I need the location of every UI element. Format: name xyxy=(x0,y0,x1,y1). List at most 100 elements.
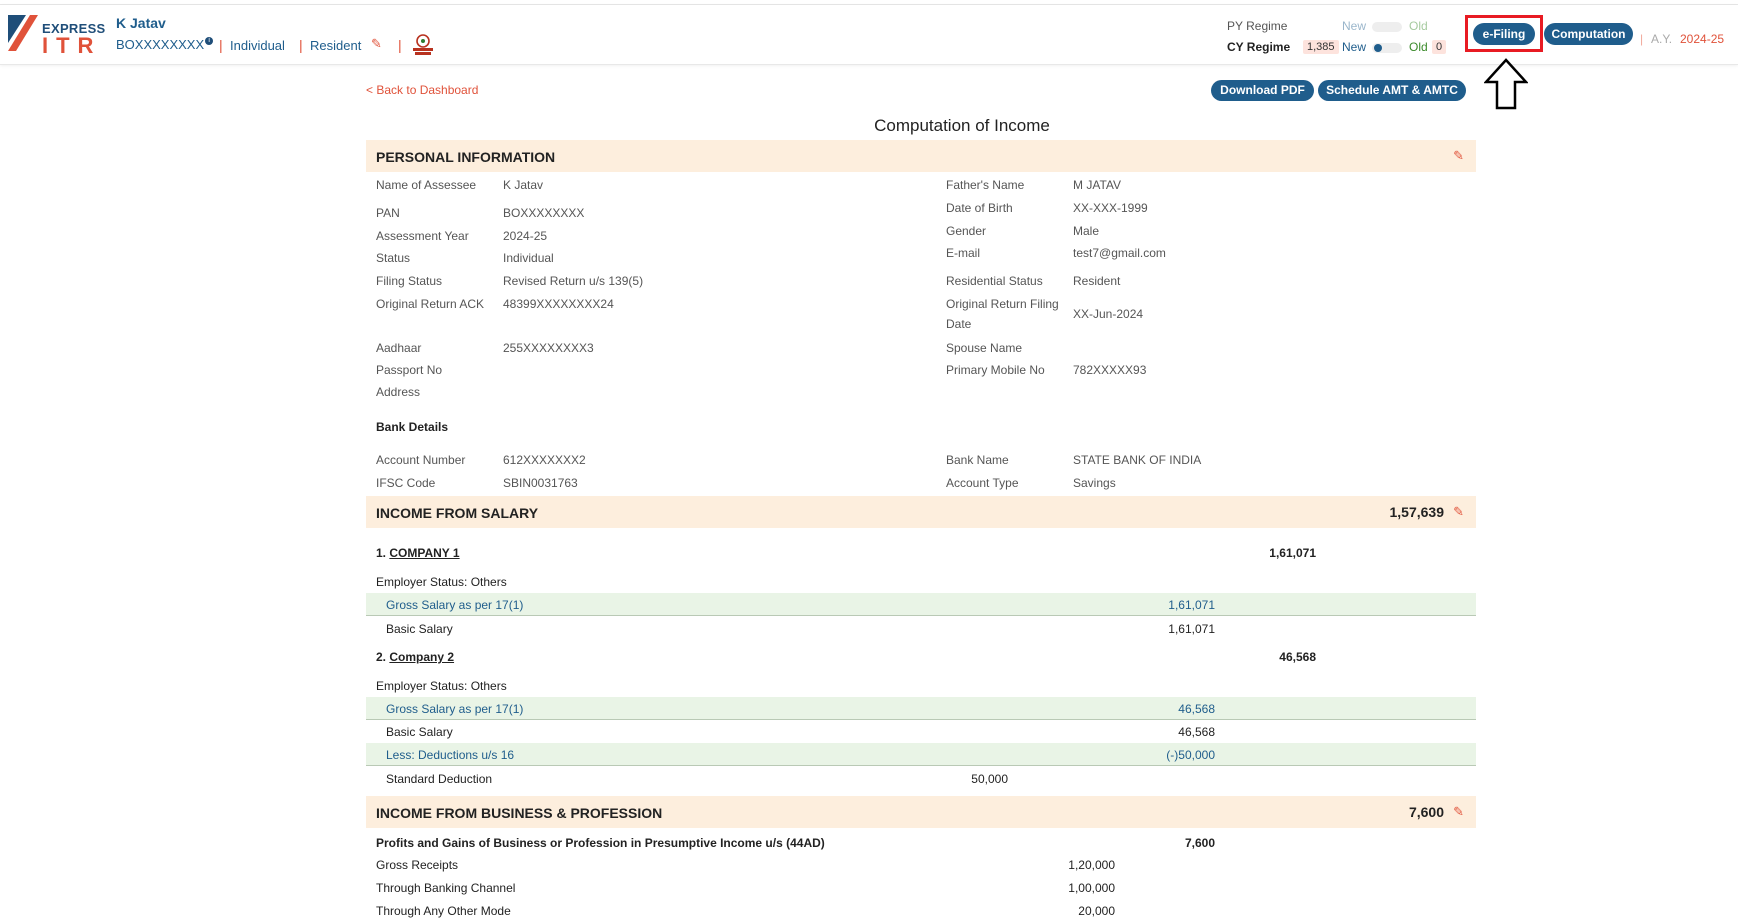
field-label: Account Number xyxy=(376,453,466,467)
status-label: Individual xyxy=(230,38,285,53)
edit-personal-icon[interactable]: ✎ xyxy=(1453,148,1464,163)
field-label: Account Type xyxy=(946,476,1019,490)
field-value: SBIN0031763 xyxy=(503,476,578,490)
field-value: XX-Jun-2024 xyxy=(1073,307,1144,321)
standard-deduction-label: Standard Deduction xyxy=(386,772,493,786)
gross-salary-label: Gross Salary as per 17(1) xyxy=(386,702,524,716)
field-value: BOXXXXXXXX xyxy=(503,206,585,220)
company-prefix: 1. xyxy=(376,546,387,560)
field-label: Filing Status xyxy=(376,274,443,288)
e-filing-button[interactable]: e-Filing xyxy=(1473,23,1535,45)
field-label: E-mail xyxy=(946,246,981,260)
personal-info-header: PERSONAL INFORMATION ✎ xyxy=(366,140,1476,172)
company-row: 1. COMPANY 1 xyxy=(376,546,460,560)
cy-regime-label: CY Regime xyxy=(1227,40,1291,54)
basic-salary-value: 46,568 xyxy=(1178,725,1215,739)
app-header: EXPRESS ITR K Jatav BOXXXXXXXX i | Indivi… xyxy=(0,5,1738,65)
field-value: M JATAV xyxy=(1073,178,1121,192)
salary-total: 1,57,639 xyxy=(1389,504,1445,520)
py-regime-toggle[interactable] xyxy=(1372,22,1402,32)
basic-salary-label: Basic Salary xyxy=(386,622,453,636)
field-value: Resident xyxy=(1073,274,1121,288)
logo-text-itr: ITR xyxy=(42,33,102,58)
section-title: INCOME FROM BUSINESS & PROFESSION xyxy=(376,805,663,821)
ay-label: A.Y. xyxy=(1651,32,1673,46)
section-title: INCOME FROM SALARY xyxy=(376,505,539,521)
cy-old-label: Old xyxy=(1409,40,1428,54)
field-value: 612XXXXXXX2 xyxy=(503,453,586,467)
field-value: 48399XXXXXXXX24 xyxy=(503,297,614,311)
cy-new-label: New xyxy=(1342,40,1367,54)
cy-regime-toggle[interactable] xyxy=(1372,43,1402,53)
ay-value[interactable]: 2024-25 xyxy=(1680,32,1725,46)
deductions-label: Less: Deductions u/s 16 xyxy=(386,748,515,762)
basic-salary-label: Basic Salary xyxy=(386,725,453,739)
gross-receipts-value: 1,20,000 xyxy=(1068,858,1115,872)
edit-salary-icon[interactable]: ✎ xyxy=(1453,504,1464,519)
user-pan: BOXXXXXXXX i xyxy=(116,37,214,52)
separator: | xyxy=(219,37,223,53)
bank-details-title: Bank Details xyxy=(376,420,449,434)
field-label: Spouse Name xyxy=(946,341,1023,355)
field-label: IFSC Code xyxy=(376,476,436,490)
page-title: Computation of Income xyxy=(874,116,1050,135)
gross-salary-value: 1,61,071 xyxy=(1168,598,1215,612)
company-2-link[interactable]: Company 2 xyxy=(389,650,455,664)
section-title: PERSONAL INFORMATION xyxy=(376,149,556,165)
schedule-amt-button[interactable]: Schedule AMT & AMTC xyxy=(1318,80,1466,101)
gross-salary-row: Gross Salary as per 17(1) 1,61,071 xyxy=(366,593,1476,616)
company-2-total: 46,568 xyxy=(1279,650,1316,664)
field-value: STATE BANK OF INDIA xyxy=(1073,453,1202,467)
field-value: Individual xyxy=(503,251,554,265)
top-border xyxy=(0,4,1738,5)
separator: | xyxy=(398,37,402,53)
py-regime-label: PY Regime xyxy=(1227,19,1288,33)
basic-salary-value: 1,61,071 xyxy=(1168,622,1215,636)
py-old-label: Old xyxy=(1409,19,1428,33)
residency-label: Resident xyxy=(310,38,362,53)
field-label: Gender xyxy=(946,224,987,238)
field-value: XX-XXX-1999 xyxy=(1073,201,1148,215)
toggle-knob xyxy=(1374,44,1382,52)
field-label: Passport No xyxy=(376,363,443,377)
edit-business-icon[interactable]: ✎ xyxy=(1453,804,1464,819)
field-label: Father's Name xyxy=(946,178,1025,192)
gross-receipts-label: Gross Receipts xyxy=(376,858,459,872)
field-label: Date of Birth xyxy=(946,201,1013,215)
logo-text-express: EXPRESS xyxy=(42,21,106,36)
field-label: Name of Assessee xyxy=(376,178,477,192)
field-value: K Jatav xyxy=(503,178,544,192)
employer-status: Employer Status: Others xyxy=(376,679,507,693)
express-itr-logo[interactable]: EXPRESS ITR xyxy=(8,15,105,58)
computation-button[interactable]: Computation xyxy=(1544,23,1633,45)
field-value: 2024-25 xyxy=(503,229,548,243)
field-label: Status xyxy=(376,251,411,265)
presumptive-value: 7,600 xyxy=(1184,836,1215,850)
presumptive-label: Profits and Gains of Business or Profess… xyxy=(376,836,825,850)
field-label-cont: Date xyxy=(946,317,972,331)
income-tax-emblem-icon[interactable] xyxy=(410,33,436,57)
field-label: Assessment Year xyxy=(376,229,469,243)
field-label: Original Return ACK xyxy=(376,297,485,311)
download-pdf-button[interactable]: Download PDF xyxy=(1211,80,1314,101)
logo-mark-icon xyxy=(8,15,38,51)
field-value: Revised Return u/s 139(5) xyxy=(503,274,644,288)
cy-old-amount-badge: 0 xyxy=(1432,40,1447,54)
py-new-label: New xyxy=(1342,19,1367,33)
field-label: Address xyxy=(376,385,421,399)
field-label: Primary Mobile No xyxy=(946,363,1045,377)
gross-salary-row: Gross Salary as per 17(1) 46,568 xyxy=(366,697,1476,720)
edit-profile-icon[interactable]: ✎ xyxy=(371,36,382,51)
field-value: Savings xyxy=(1073,476,1116,490)
banking-channel-label: Through Banking Channel xyxy=(376,881,516,895)
field-label: Residential Status xyxy=(946,274,1043,288)
user-pan-text: BOXXXXXXXX xyxy=(116,37,205,52)
company-1-link[interactable]: COMPANY 1 xyxy=(389,546,460,560)
employer-status: Employer Status: Others xyxy=(376,575,507,589)
info-icon[interactable]: i xyxy=(205,37,214,45)
field-label: Original Return Filing xyxy=(946,297,1059,311)
back-to-dashboard-link[interactable]: < Back to Dashboard xyxy=(366,83,479,97)
salary-header: INCOME FROM SALARY 1,57,639 ✎ xyxy=(366,496,1476,528)
up-arrow-icon xyxy=(1484,58,1528,110)
banking-channel-value: 1,00,000 xyxy=(1068,881,1115,895)
